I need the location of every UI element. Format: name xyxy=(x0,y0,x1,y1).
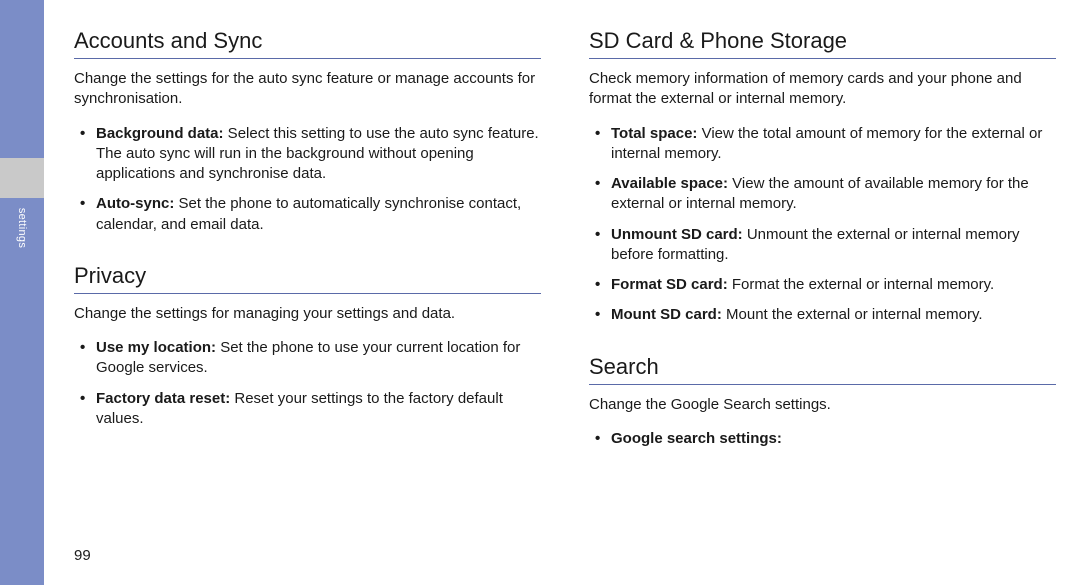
privacy-title: Privacy xyxy=(74,263,541,294)
sd-storage-title: SD Card & Phone Storage xyxy=(589,28,1056,59)
side-band-blue-bottom xyxy=(0,198,44,585)
search-title: Search xyxy=(589,354,1056,385)
search-list: Google search settings: xyxy=(589,429,1056,449)
list-item: Auto-sync: Set the phone to automaticall… xyxy=(74,194,541,235)
item-label: Unmount SD card: xyxy=(611,226,743,243)
item-label: Available space: xyxy=(611,175,728,192)
list-item: Unmount SD card: Unmount the external or… xyxy=(589,225,1056,266)
list-item: Google search settings: xyxy=(589,429,1056,449)
side-band-gray xyxy=(0,158,44,198)
search-desc: Change the Google Search settings. xyxy=(589,395,1056,415)
item-text: Mount the external or internal memory. xyxy=(722,306,983,323)
right-column: SD Card & Phone Storage Check memory inf… xyxy=(589,28,1056,558)
page-number: 99 xyxy=(74,547,91,564)
list-item: Factory data reset: Reset your settings … xyxy=(74,389,541,430)
side-label: settings xyxy=(16,208,28,248)
list-item: Available space: View the amount of avai… xyxy=(589,174,1056,215)
list-item: Total space: View the total amount of me… xyxy=(589,124,1056,165)
item-label: Google search settings: xyxy=(611,430,782,447)
item-label: Auto-sync: xyxy=(96,195,174,212)
list-item: Mount SD card: Mount the external or int… xyxy=(589,305,1056,325)
sd-storage-list: Total space: View the total amount of me… xyxy=(589,124,1056,326)
accounts-sync-list: Background data: Select this setting to … xyxy=(74,124,541,235)
list-item: Background data: Select this setting to … xyxy=(74,124,541,185)
list-item: Use my location: Set the phone to use yo… xyxy=(74,338,541,379)
item-label: Total space: xyxy=(611,125,697,142)
sd-storage-desc: Check memory information of memory cards… xyxy=(589,69,1056,110)
accounts-sync-title: Accounts and Sync xyxy=(74,28,541,59)
item-label: Mount SD card: xyxy=(611,306,722,323)
left-column: Accounts and Sync Change the settings fo… xyxy=(74,28,541,558)
item-label: Format SD card: xyxy=(611,276,728,293)
privacy-desc: Change the settings for managing your se… xyxy=(74,304,541,324)
item-label: Use my location: xyxy=(96,339,216,356)
side-band: settings xyxy=(0,0,44,585)
page-content: Accounts and Sync Change the settings fo… xyxy=(74,28,1056,558)
item-text: Format the external or internal memory. xyxy=(728,276,994,293)
privacy-list: Use my location: Set the phone to use yo… xyxy=(74,338,541,429)
accounts-sync-desc: Change the settings for the auto sync fe… xyxy=(74,69,541,110)
list-item: Format SD card: Format the external or i… xyxy=(589,275,1056,295)
item-label: Factory data reset: xyxy=(96,390,230,407)
side-band-blue-top xyxy=(0,0,44,158)
item-label: Background data: xyxy=(96,125,224,142)
